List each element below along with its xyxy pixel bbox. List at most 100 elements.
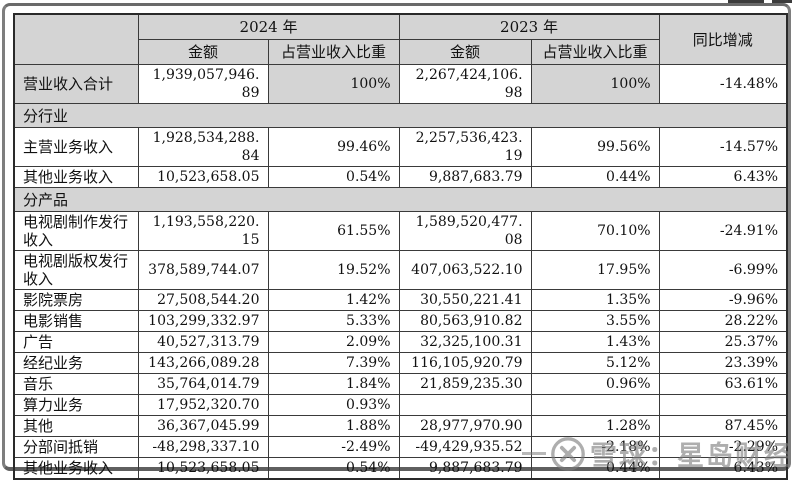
pct-2024-cell: 5.33% [267,310,400,332]
row-label-cell: 其他业务收入 [13,166,139,188]
amount-2023-cell: 116,105,920.79 [398,352,532,374]
section-header-cell: 分产品 [13,187,788,212]
xueqiu-logo-icon [551,436,585,471]
pct-2023-cell: 0.96% [530,373,660,395]
row-label-cell: 其他业务收入 [13,457,139,480]
header-row-measures: 金额 占营业收入比重 金额 占营业收入比重 [14,39,787,65]
amount-2023-cell: -49,429,935.52 [398,436,532,458]
pct-2024-cell: 7.39% [267,352,400,374]
amount-2024-cell: 10,523,658.05 [137,166,269,188]
section-header-cell: 分行业 [13,103,788,128]
row-label-cell: 营业收入合计 [13,64,139,104]
table-frame: 2024 年 2023 年 同比增减 金额 占营业收入比重 金额 占营业收入比重… [2,3,791,480]
amount-2023-cell: 21,859,235.30 [398,373,532,395]
table-row: 其他业务收入 10,523,658.05 0.54% 9,887,683.79 0.44… [13,457,788,480]
year-2023-header: 2023 年 [398,13,660,40]
yoy-cell: 87.45% [658,415,788,437]
revenue-breakdown-table: 2024 年 2023 年 同比增减 金额 占营业收入比重 金额 占营业收入比重… [13,13,789,480]
amount-2024-cell: 10,523,658.05 [137,457,269,480]
amount-2024-cell: 1,193,558,220.15 [137,211,269,251]
amount-2023-cell: 9,887,683.79 [398,166,532,188]
amount-2024-cell: 35,764,014.79 [137,373,269,395]
pct-2023-cell: 100% [530,64,660,104]
yoy-cell: 6.43% [658,166,788,188]
pct-2023-cell: 70.10% [530,211,660,251]
amount-2023-cell: 2,267,424,106.98 [398,64,532,104]
yoy-cell: 6.43% [658,457,788,480]
yoy-cell: -14.57% [658,127,788,167]
watermark-line [522,452,546,455]
pct-2023-cell: 5.12% [530,352,660,374]
yoy-cell: -14.48% [658,64,788,104]
yoy-cell: 25.37% [658,331,788,353]
cropped-content-top [772,0,792,3]
yoy-cell: -9.96% [658,289,788,311]
amount-2023-cell: 1,589,520,477.08 [398,211,532,251]
amount-2024-cell: 27,508,544.20 [137,289,269,311]
table-row: 经纪业务 143,266,089.28 7.39% 116,105,920.79 5.1… [13,352,788,374]
pct-2024-cell: 61.55% [267,211,400,251]
yoy-cell: -24.91% [658,211,788,251]
pct-2024-cell: 1.88% [267,415,400,437]
section-row: 分产品 [13,187,788,212]
pct-2023-cell: 3.55% [530,310,660,332]
table-body: 营业收入合计 1,939,057,946.89 100% 2,267,424,106.… [13,64,788,480]
yoy-cell: 23.39% [658,352,788,374]
yoy-cell: 63.61% [658,373,788,395]
yoy-change-header: 同比增减 [658,13,788,65]
amount-2024-cell: 1,928,534,288.84 [137,127,269,167]
table-row: 电视剧版权发行收入 378,589,744.07 19.52% 407,063,522… [13,250,788,290]
amount-2024-cell: 378,589,744.07 [137,250,269,290]
pct-2023-cell: 99.56% [530,127,660,167]
amount-2024-header: 金额 [137,39,269,65]
amount-2023-cell [398,394,532,416]
pct-2024-cell: 100% [267,64,400,104]
row-label-cell: 电视剧版权发行收入 [13,250,139,290]
amount-2023-cell: 30,550,221.41 [398,289,532,311]
table-row: 算力业务 17,952,320.70 0.93% [13,394,788,416]
pct-2023-header: 占营业收入比重 [530,39,660,65]
row-label-cell: 其他 [13,415,139,437]
yoy-cell: 28.22% [658,310,788,332]
amount-2024-cell: 143,266,089.28 [137,352,269,374]
table-header: 2024 年 2023 年 同比增减 金额 占营业收入比重 金额 占营业收入比重 [13,13,788,65]
amount-2023-cell: 28,977,970.90 [398,415,532,437]
amount-2023-cell: 32,325,100.31 [398,331,532,353]
row-label-cell: 电影销售 [13,310,139,332]
pct-2023-cell: 17.95% [530,250,660,290]
row-label-cell: 分部间抵销 [13,436,139,458]
row-label-cell: 广告 [13,331,139,353]
yoy-cell: -2.29% [658,436,788,458]
section-row: 分行业 [13,103,788,128]
pct-2024-cell: 0.54% [267,457,400,480]
row-label-cell: 算力业务 [13,394,139,416]
table-row: 电视剧制作发行收入 1,193,558,220.15 61.55% 1,589,520… [13,211,788,251]
pct-2024-cell: 1.84% [267,373,400,395]
pct-2024-cell: 1.42% [267,289,400,311]
row-label-cell: 影院票房 [13,289,139,311]
amount-2023-header: 金额 [398,39,532,65]
row-label-cell: 经纪业务 [13,352,139,374]
pct-2024-cell: -2.49% [267,436,400,458]
pct-2023-cell: -2.18% [530,436,660,458]
yoy-cell [658,394,788,416]
pct-2024-cell: 19.52% [267,250,400,290]
pct-2024-cell: 2.09% [267,331,400,353]
table-row: 主营业务收入 1,928,534,288.84 99.46% 2,257,536,42… [13,127,788,167]
amount-2023-cell: 407,063,522.10 [398,250,532,290]
table-row: 电影销售 103,299,332.97 5.33% 80,563,910.82 3.55… [13,310,788,332]
amount-2024-cell: 1,939,057,946.89 [137,64,269,104]
pct-2024-cell: 99.46% [267,127,400,167]
pct-2023-cell: 1.43% [530,331,660,353]
amount-2023-cell: 9,887,683.79 [398,457,532,480]
amount-2024-cell: 103,299,332.97 [137,310,269,332]
year-2024-header: 2024 年 [137,13,400,40]
table-row: 影院票房 27,508,544.20 1.42% 30,550,221.41 1.35%… [13,289,788,311]
table-row: 其他业务收入 10,523,658.05 0.54% 9,887,683.79 0.44… [13,166,788,188]
pct-2024-cell: 0.93% [267,394,400,416]
table-row: 分部间抵销 -48,298,337.10 -2.49% -49,429,935.52-… [13,436,788,458]
cropped-content-top [728,0,764,3]
watermark-text: 雪球：星岛财经 [590,441,793,472]
table-row: 广告 40,527,313.79 2.09% 32,325,100.31 1.43% 25… [13,331,788,353]
pct-2023-cell: 0.44% [530,166,660,188]
